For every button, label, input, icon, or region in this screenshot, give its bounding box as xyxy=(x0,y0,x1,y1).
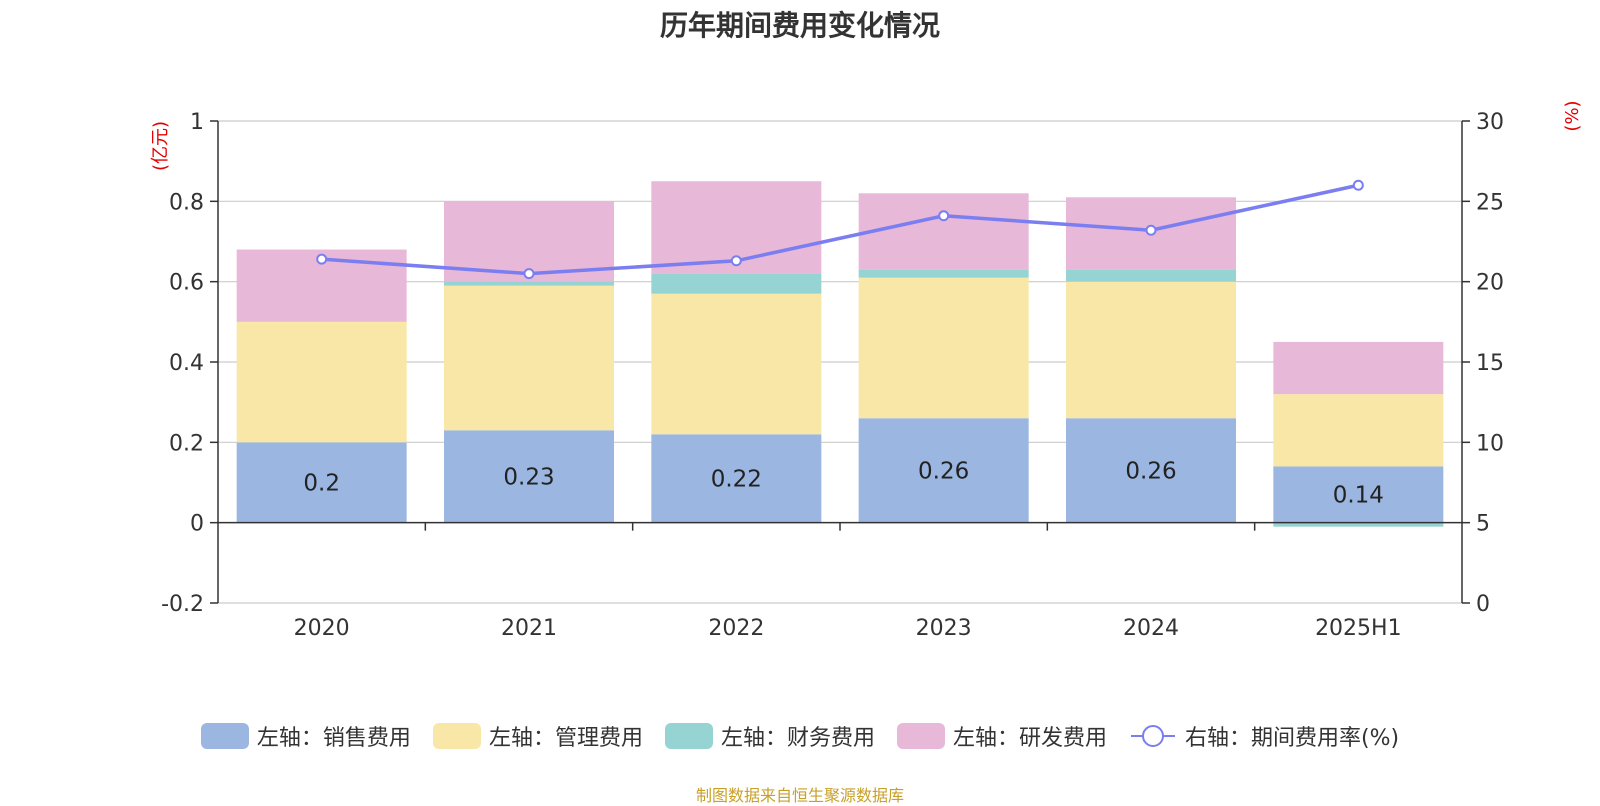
rate-point xyxy=(938,210,950,222)
x-tick-label: 2020 xyxy=(294,616,350,641)
left-tick-label: 0.8 xyxy=(169,190,204,215)
x-tick-label: 2021 xyxy=(501,616,557,641)
legend-item[interactable]: 右轴：期间费用率(%) xyxy=(1129,720,1399,752)
legend-label: 左轴：财务费用 xyxy=(720,726,875,751)
right-tick-label: 10 xyxy=(1476,431,1504,456)
bar-segment xyxy=(1273,394,1444,467)
bar-segment xyxy=(1066,418,1236,523)
bar-value-label: 0.23 xyxy=(503,464,554,490)
bar-segment xyxy=(651,273,822,294)
bars xyxy=(236,181,1444,527)
bar-segment xyxy=(651,434,822,523)
legend-item[interactable]: 左轴：销售费用 xyxy=(200,720,411,752)
bar-value-label: 0.14 xyxy=(1333,483,1384,509)
rate-point xyxy=(1352,179,1364,191)
bar-value-label: 0.26 xyxy=(1125,458,1176,484)
legend-swatch xyxy=(432,723,481,749)
legend-label: 左轴：管理费用 xyxy=(488,726,643,751)
x-tick-label: 2024 xyxy=(1123,616,1179,641)
legend-swatch xyxy=(200,723,249,749)
right-tick-label: 30 xyxy=(1476,110,1504,135)
bar-segment xyxy=(444,430,614,523)
bar-segment xyxy=(1066,269,1236,282)
bar-segment xyxy=(444,281,614,286)
bar-value-label: 0.2 xyxy=(303,471,340,497)
bar-segment xyxy=(651,293,822,435)
bar-segment xyxy=(444,285,614,431)
bar-segment xyxy=(236,442,407,523)
bar-segment xyxy=(858,277,1029,419)
right-axis-unit: (%) xyxy=(1562,100,1583,131)
bar-value-label: 0.22 xyxy=(711,466,762,492)
left-tick-label: 0.4 xyxy=(169,351,204,376)
bar-segment xyxy=(1273,466,1444,523)
right-tick-label: 5 xyxy=(1476,512,1490,537)
legend-label: 左轴：研发费用 xyxy=(952,726,1107,751)
bar-segment xyxy=(858,418,1029,523)
left-tick-label: -0.2 xyxy=(161,592,204,617)
rate-point xyxy=(316,253,328,265)
left-axis-unit: (亿元) xyxy=(150,121,171,171)
bar-labels: 0.2 0.23 0.22 0.26 0.26 0.14 xyxy=(303,458,1384,508)
legend: 左轴：销售费用 左轴：管理费用 左轴：财务费用 左轴：研发费用 右轴：期间费用率(%) xyxy=(0,720,1600,752)
legend-swatch xyxy=(896,723,945,749)
legend-line-swatch xyxy=(1130,725,1175,747)
left-tick-label: 0 xyxy=(190,512,204,537)
bar-segment xyxy=(1066,281,1236,419)
bar-segment xyxy=(858,269,1029,278)
right-tick-label: 0 xyxy=(1476,592,1490,617)
x-tick-label: 2022 xyxy=(708,616,764,641)
rate-point xyxy=(523,268,535,280)
right-tick-label: 25 xyxy=(1476,190,1504,215)
x-tick-label: 2025H1 xyxy=(1315,616,1402,641)
right-tick-label: 15 xyxy=(1476,351,1504,376)
legend-label: 右轴：期间费用率(%) xyxy=(1184,726,1400,751)
legend-item[interactable]: 左轴：财务费用 xyxy=(664,720,875,752)
rate-point xyxy=(730,255,742,267)
bar-segment xyxy=(1273,341,1444,395)
bar-segment xyxy=(858,193,1029,270)
bar-segment xyxy=(236,321,407,443)
right-tick-label: 20 xyxy=(1476,271,1504,296)
source-note: 制图数据来自恒生聚源数据库 xyxy=(695,786,904,805)
left-tick-label: 0.2 xyxy=(169,431,204,456)
bar-segment xyxy=(1273,522,1444,527)
left-tick-label: 1 xyxy=(190,110,204,135)
legend-label: 左轴：销售费用 xyxy=(256,726,411,751)
rate-point xyxy=(1145,224,1157,236)
legend-item[interactable]: 左轴：管理费用 xyxy=(432,720,643,752)
rate-line xyxy=(316,179,1364,280)
x-tick-label: 2023 xyxy=(916,616,972,641)
left-tick-label: 0.6 xyxy=(169,271,204,296)
bar-value-label: 0.26 xyxy=(918,458,969,484)
legend-swatch xyxy=(664,723,713,749)
legend-item[interactable]: 左轴：研发费用 xyxy=(896,720,1107,752)
chart-title: 历年期间费用变化情况 xyxy=(659,9,940,42)
rate-line-path xyxy=(321,183,1359,276)
